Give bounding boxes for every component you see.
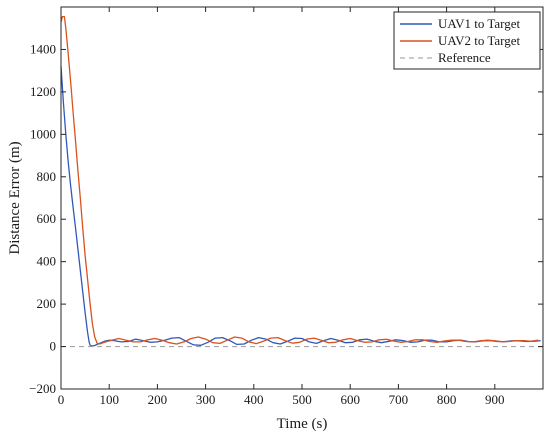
x-tick-label-200: 200 [148, 392, 168, 407]
x-tick-label-0: 0 [58, 392, 65, 407]
y-tick-label--200: −200 [29, 381, 56, 396]
y-tick-label-200: 200 [37, 296, 57, 311]
legend-label-2: Reference [438, 50, 491, 65]
y-tick-label-400: 400 [37, 254, 57, 269]
y-axis-label: Distance Error (m) [7, 141, 23, 254]
legend-items: UAV1 to Target UAV2 to Target Reference [400, 16, 521, 65]
axis-layer: 0 100 200 300 400 500 600 700 800 900−20002004006… [29, 7, 543, 407]
x-tick-label-500: 500 [292, 392, 312, 407]
legend: UAV1 to Target UAV2 to Target Reference [393, 11, 541, 70]
x-tick-label-300: 300 [196, 392, 216, 407]
y-tick-label-800: 800 [37, 169, 57, 184]
x-tick-label-600: 600 [340, 392, 360, 407]
legend-label-0: UAV1 to Target [438, 16, 521, 31]
y-tick-label-1400: 1400 [30, 41, 56, 56]
x-tick-label-400: 400 [244, 392, 264, 407]
series-line-uav2-to-target [60, 15, 539, 345]
x-tick-label-700: 700 [389, 392, 409, 407]
y-tick-label-0: 0 [50, 339, 57, 354]
legend-label-1: UAV2 to Target [438, 33, 521, 48]
y-tick-label-600: 600 [37, 211, 57, 226]
x-tick-label-100: 100 [99, 392, 119, 407]
x-tick-label-800: 800 [437, 392, 457, 407]
series-layer [60, 15, 543, 348]
series-line-uav1-to-target [60, 66, 541, 347]
x-axis-label: Time (s) [277, 416, 328, 432]
x-tick-label-900: 900 [485, 392, 505, 407]
y-tick-label-1000: 1000 [30, 126, 56, 141]
y-tick-label-1200: 1200 [30, 84, 56, 99]
